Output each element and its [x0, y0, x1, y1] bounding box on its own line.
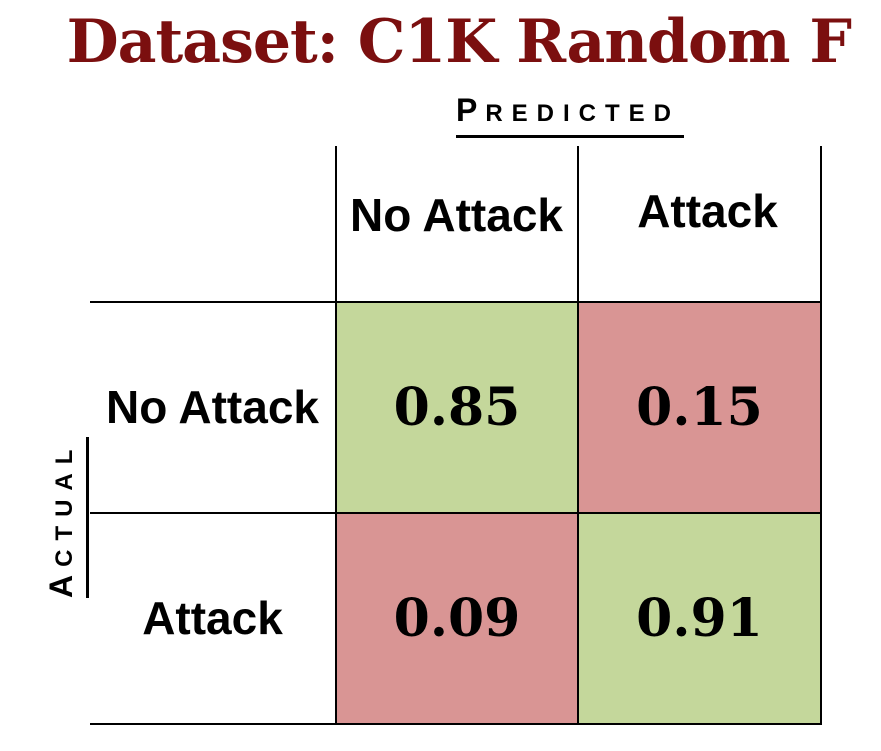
predicted-axis-label-rest: REDICTED	[485, 100, 681, 127]
grid-line-v3	[820, 146, 822, 725]
matrix-cell-r0-c1: 0.15	[578, 302, 821, 513]
matrix-cell-value: 0.91	[636, 588, 763, 649]
row-header-no-attack: No Attack	[106, 381, 319, 433]
predicted-axis-label-initial: P	[456, 92, 486, 128]
matrix-cell-value: 0.85	[393, 377, 521, 438]
grid-line-h1	[90, 301, 822, 303]
matrix-cell-value: 0.15	[636, 377, 763, 438]
matrix-cell-r1-c0: 0.09	[336, 513, 578, 724]
matrix-cell-r0-c0: 0.85	[336, 302, 578, 513]
chart-title: Dataset: C1K Random F	[66, 7, 852, 77]
grid-line-h2	[90, 512, 822, 514]
grid-line-v1	[335, 146, 337, 725]
column-header-attack: Attack	[637, 185, 778, 237]
matrix-cell-value: 0.09	[393, 588, 521, 649]
grid-line-v2	[577, 146, 579, 725]
matrix-cell-r1-c1: 0.91	[578, 513, 821, 724]
predicted-axis-label: PREDICTED	[456, 92, 685, 138]
grid-line-h3	[90, 723, 822, 725]
column-header-no-attack: No Attack	[350, 189, 563, 241]
row-header-attack: Attack	[142, 592, 283, 644]
